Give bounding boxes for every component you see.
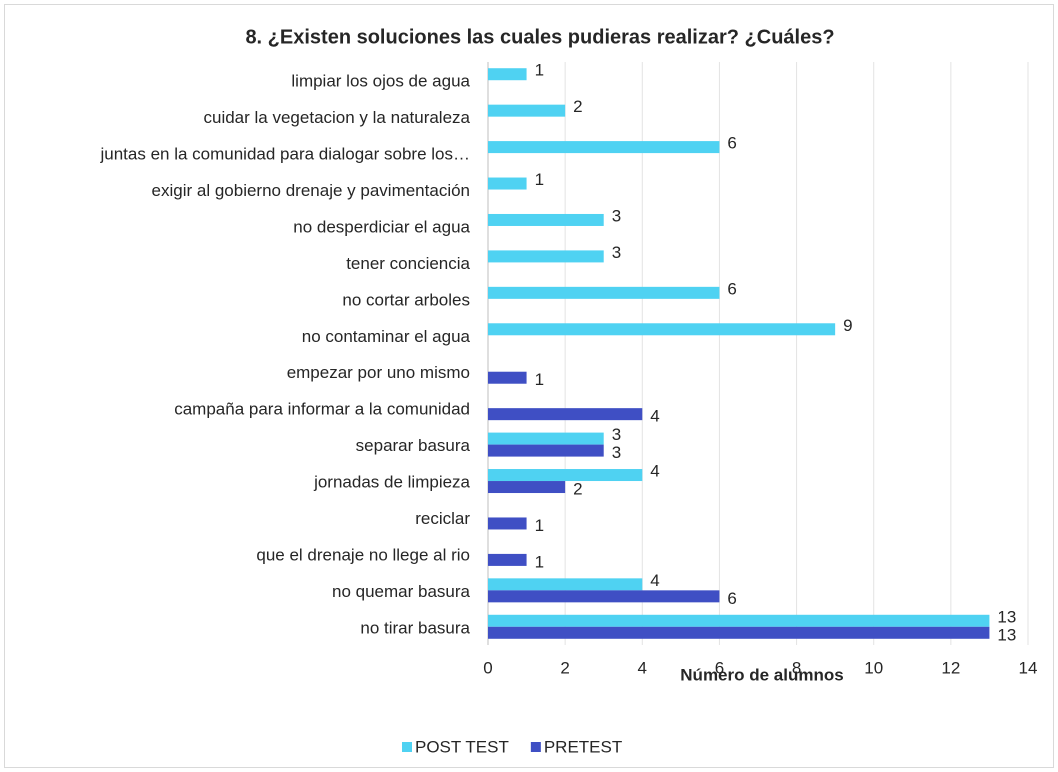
chart-title: 8. ¿Existen soluciones las cuales pudier…	[245, 26, 834, 48]
data-label: 4	[650, 571, 659, 590]
data-label: 13	[997, 625, 1016, 644]
bar	[488, 141, 720, 154]
bar	[488, 578, 643, 591]
y-tick-label: que el drenaje no llege al rio	[256, 545, 470, 564]
bar	[488, 432, 604, 445]
data-label: 4	[650, 407, 659, 426]
y-tick-label: no desperdiciar el agua	[293, 217, 470, 236]
bar	[488, 104, 566, 117]
legend-swatch	[402, 742, 412, 752]
x-tick-label: 10	[864, 658, 883, 677]
bar	[488, 371, 527, 384]
data-label: 9	[843, 316, 852, 335]
x-axis-title: Número de alumnos	[680, 665, 843, 684]
bar	[488, 250, 604, 263]
y-tick-label: campaña para informar a la comunidad	[174, 400, 470, 419]
data-label: 1	[535, 170, 544, 189]
y-tick-label: reciclar	[415, 509, 470, 528]
bar	[488, 590, 720, 603]
y-tick-label: tener conciencia	[346, 254, 470, 273]
data-label: 3	[612, 425, 621, 444]
bar	[488, 444, 604, 457]
y-tick-label: limpiar los ojos de agua	[291, 72, 470, 91]
y-tick-label: cuidar la vegetacion y la naturaleza	[204, 108, 471, 127]
x-tick-label: 14	[1019, 658, 1038, 677]
y-tick-label: empezar por uno mismo	[287, 363, 470, 382]
y-tick-label: jornadas de limpieza	[313, 473, 470, 492]
data-label: 1	[535, 516, 544, 535]
data-label: 1	[535, 61, 544, 80]
data-label: 2	[573, 97, 582, 116]
data-label: 2	[573, 480, 582, 499]
bar	[488, 213, 604, 226]
bar	[488, 626, 990, 639]
x-tick-label: 12	[941, 658, 960, 677]
data-label: 6	[727, 279, 736, 298]
x-tick-label: 0	[483, 658, 492, 677]
data-label: 1	[535, 370, 544, 389]
bar	[488, 68, 527, 81]
legend-label: POST TEST	[415, 737, 509, 756]
data-label: 3	[612, 243, 621, 262]
bar	[488, 553, 527, 566]
legend-label: PRETEST	[544, 737, 622, 756]
data-label: 6	[727, 134, 736, 153]
data-label: 6	[727, 589, 736, 608]
y-tick-label: no quemar basura	[332, 582, 471, 601]
y-tick-label: no cortar arboles	[342, 290, 470, 309]
y-tick-label: exigir al gobierno drenaje y pavimentaci…	[152, 181, 470, 200]
data-label: 3	[612, 206, 621, 225]
data-label: 4	[650, 462, 659, 481]
y-tick-label: no contaminar el agua	[302, 327, 471, 346]
bar	[488, 614, 990, 627]
bar	[488, 408, 643, 421]
data-label: 1	[535, 552, 544, 571]
x-tick-label: 6	[715, 658, 724, 677]
x-tick-label: 4	[638, 658, 647, 677]
bar	[488, 481, 566, 494]
bar	[488, 323, 836, 336]
bar	[488, 517, 527, 530]
data-label: 3	[612, 443, 621, 462]
y-tick-label: no tirar basura	[360, 618, 470, 637]
chart-border	[4, 4, 1054, 768]
bar	[488, 469, 643, 482]
x-tick-label: 2	[560, 658, 569, 677]
bar	[488, 286, 720, 299]
legend-swatch	[530, 742, 541, 752]
data-label: 13	[997, 607, 1016, 626]
bar	[488, 177, 527, 190]
y-tick-label: separar basura	[356, 436, 471, 455]
x-tick-label: 8	[792, 658, 801, 677]
y-tick-label: juntas en la comunidad para dialogar sob…	[99, 145, 470, 164]
